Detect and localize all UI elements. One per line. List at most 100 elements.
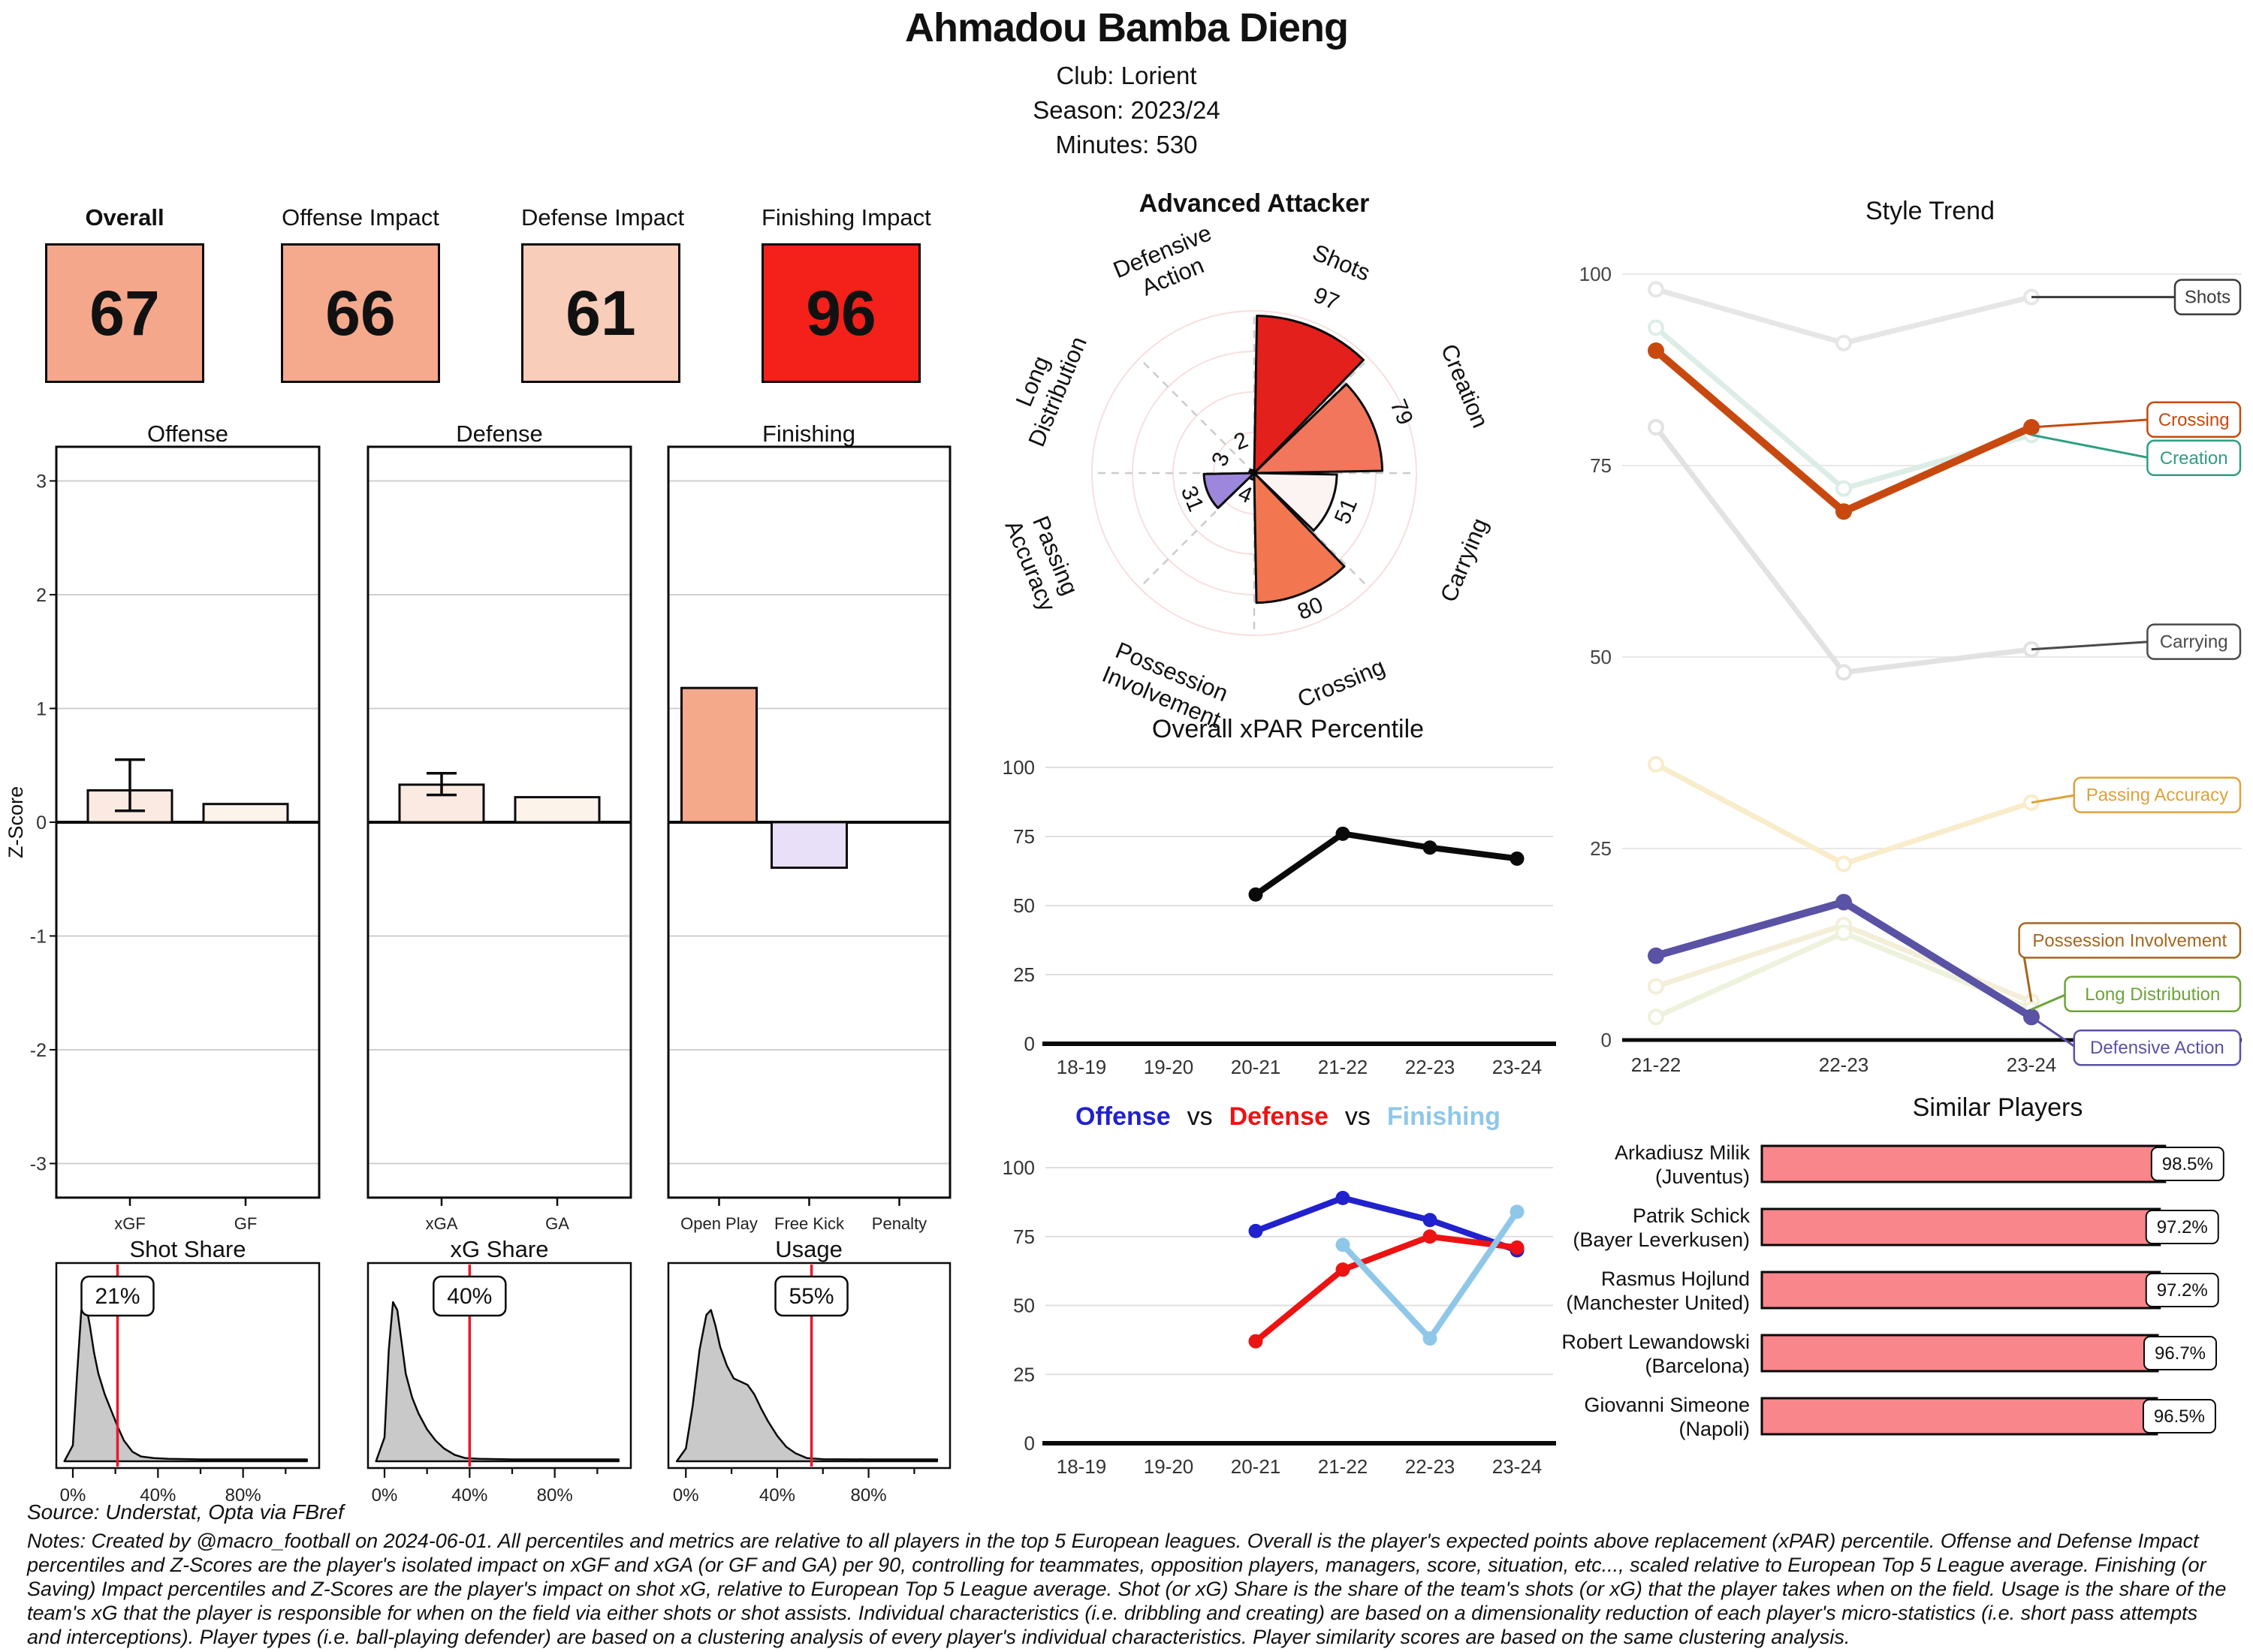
defense-panel-title: Defense [456, 421, 543, 447]
shot-share-title: Shot Share [129, 1236, 246, 1262]
svg-text:80%: 80% [537, 1485, 573, 1506]
ovdvf-title-vs2: vs [1344, 1102, 1371, 1131]
similar-players-title: Similar Players [1912, 1093, 2083, 1122]
svg-text:21-22: 21-22 [1318, 1455, 1368, 1478]
kpi-defense-impact: Defense Impact 61 [521, 204, 685, 383]
usage-title: Usage [775, 1236, 843, 1262]
svg-text:1: 1 [36, 698, 47, 719]
svg-text:Crossing: Crossing [2158, 410, 2230, 430]
svg-text:Patrik Schick: Patrik Schick [1633, 1204, 1751, 1227]
kpi-finishing-impact: Finishing Impact 96 [762, 204, 931, 383]
svg-text:40%: 40% [140, 1485, 176, 1506]
svg-text:2: 2 [1230, 427, 1251, 455]
svg-text:96.5%: 96.5% [2154, 1406, 2205, 1427]
svg-text:19-20: 19-20 [1144, 1056, 1194, 1078]
svg-text:75: 75 [1590, 454, 1612, 477]
svg-text:50: 50 [1590, 646, 1612, 668]
svg-text:22-23: 22-23 [1405, 1056, 1455, 1078]
style-trend-title: Style Trend [1865, 197, 1995, 225]
svg-text:0: 0 [1024, 1032, 1035, 1055]
kpi-overall-value: 67 [45, 243, 204, 383]
svg-text:80%: 80% [225, 1485, 261, 1506]
minutes-line: Minutes: 530 [1055, 131, 1198, 158]
svg-text:23-24: 23-24 [2007, 1054, 2057, 1076]
svg-text:40%: 40% [759, 1485, 795, 1506]
svg-text:21-22: 21-22 [1318, 1056, 1368, 1078]
offense-defense-finishing-chart: 100 75 50 25 0 18-19 19-20 20-21 21-22 22-23 23-24 [1003, 1156, 1556, 1478]
ovdvf-title: Offense vs Defense vs Finishing [1067, 1102, 1509, 1132]
svg-text:(Manchester United): (Manchester United) [1566, 1292, 1750, 1314]
radar-title: Advanced Attacker [1139, 189, 1370, 218]
svg-text:Creation: Creation [1436, 340, 1494, 432]
kpi-offense-value: 66 [281, 243, 440, 383]
svg-text:21%: 21% [95, 1284, 140, 1309]
svg-text:0: 0 [1601, 1029, 1612, 1051]
similar-players-chart: Arkadiusz Milik(Juventus) 98.5% Patrik Sch… [1561, 1141, 2224, 1440]
share-density-charts: 21% 0% 40% 80% 40% 0% 40% 80% 55% 0% 40% 80% [55, 1262, 952, 1506]
kpi-overall-label: Overall [85, 204, 164, 231]
player-meta: Club: Lorient Season: 2023/24 Minutes: 5… [0, 59, 2253, 162]
methodology-notes: Notes: Created by @macro_football on 202… [27, 1530, 2227, 1648]
svg-text:75: 75 [1013, 825, 1035, 848]
kpi-defense-value: 61 [521, 243, 680, 383]
svg-text:Arkadiusz Milik: Arkadiusz Milik [1615, 1141, 1751, 1164]
svg-text:20-21: 20-21 [1231, 1455, 1281, 1478]
svg-text:20-21: 20-21 [1231, 1056, 1281, 1078]
xpar-title: Overall xPAR Percentile [1151, 715, 1425, 743]
header: Ahmadou Bamba Dieng Club: Lorient Season… [0, 5, 2253, 162]
svg-text:Robert Lewandowski: Robert Lewandowski [1561, 1331, 1750, 1353]
kpi-defense-label: Defense Impact [521, 204, 685, 231]
svg-text:55%: 55% [789, 1284, 834, 1309]
ovdvf-title-vs1: vs [1187, 1102, 1213, 1131]
svg-text:97.2%: 97.2% [2157, 1280, 2208, 1301]
zscore-bar-charts: Z-Score 3 2 1 0 -1 -2 -3 xGF GF xGA GA Open Play Free… [5, 445, 952, 1233]
svg-text:Shots: Shots [2185, 288, 2230, 308]
svg-text:Creation: Creation [2160, 448, 2228, 469]
svg-text:50: 50 [1013, 1295, 1035, 1317]
svg-text:Carrying: Carrying [2160, 632, 2228, 653]
svg-text:18-19: 18-19 [1057, 1455, 1107, 1478]
kpi-offense-label: Offense Impact [282, 204, 439, 231]
svg-text:DefensiveAction: DefensiveAction [1109, 219, 1226, 308]
svg-text:GF: GF [234, 1214, 258, 1233]
svg-text:Penalty: Penalty [872, 1214, 927, 1233]
svg-text:0%: 0% [372, 1485, 398, 1506]
svg-text:Passing Accuracy: Passing Accuracy [2086, 785, 2228, 806]
svg-text:xGF: xGF [114, 1214, 146, 1233]
kpi-finishing-value: 96 [762, 243, 921, 383]
xpar-percentile-chart: 100 75 50 25 0 18-19 19-20 20-21 21-22 22-23 23-24 [1003, 756, 1556, 1078]
svg-text:(Barcelona): (Barcelona) [1645, 1355, 1750, 1377]
svg-text:40%: 40% [447, 1284, 492, 1309]
svg-text:22-23: 22-23 [1819, 1054, 1869, 1076]
svg-text:98.5%: 98.5% [2162, 1154, 2213, 1174]
svg-text:Free Kick: Free Kick [774, 1214, 845, 1233]
player-style-radar: 9779518043132ShotsCreationCarryingCrossi… [1000, 219, 1494, 733]
svg-text:Crossing: Crossing [1294, 653, 1389, 713]
svg-text:19-20: 19-20 [1144, 1455, 1194, 1478]
page-title: Ahmadou Bamba Dieng [904, 5, 1349, 50]
svg-text:Shots: Shots [1309, 239, 1374, 286]
svg-text:50: 50 [1013, 894, 1035, 917]
svg-text:97: 97 [1310, 282, 1342, 315]
svg-text:0%: 0% [60, 1485, 86, 1506]
svg-text:80%: 80% [851, 1485, 887, 1506]
svg-text:Long Distribution: Long Distribution [2085, 984, 2220, 1005]
svg-text:Open Play: Open Play [680, 1214, 758, 1233]
ovdvf-title-finishing: Finishing [1386, 1102, 1500, 1131]
svg-text:23-24: 23-24 [1492, 1056, 1543, 1078]
svg-text:(Napoli): (Napoli) [1678, 1418, 1750, 1440]
svg-text:0%: 0% [673, 1485, 699, 1506]
offense-panel-title: Offense [146, 421, 229, 447]
svg-text:75: 75 [1013, 1225, 1035, 1248]
finishing-panel-title: Finishing [762, 421, 856, 447]
svg-text:18-19: 18-19 [1057, 1056, 1107, 1078]
ovdvf-title-defense: Defense [1229, 1102, 1329, 1131]
svg-text:Z-Score: Z-Score [5, 786, 27, 858]
svg-text:100: 100 [1003, 756, 1035, 779]
svg-text:2: 2 [36, 585, 47, 606]
kpi-overall: Overall 67 [45, 204, 204, 383]
club-line: Club: Lorient [1056, 62, 1197, 89]
kpi-offense-impact: Offense Impact 66 [281, 204, 440, 383]
svg-text:3: 3 [1207, 449, 1235, 470]
svg-text:-3: -3 [30, 1153, 47, 1174]
